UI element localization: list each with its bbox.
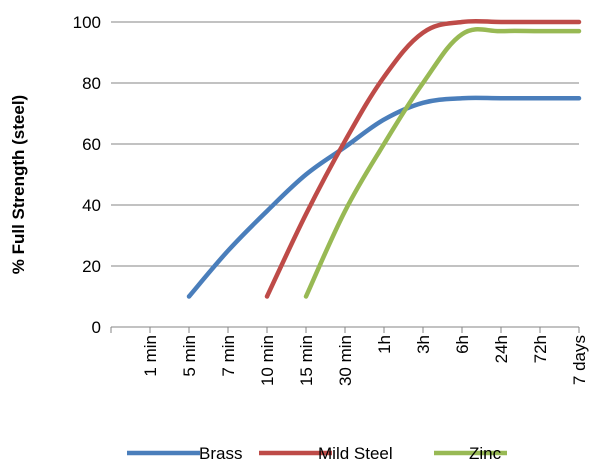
y-axis-ticks: 0 20 40 60 80 100 [73, 13, 101, 337]
x-tick-label: 7 min [219, 335, 238, 377]
legend-label: Brass [199, 444, 242, 463]
series-lines [186, 18, 582, 299]
x-tick-label: 7 days [570, 335, 589, 385]
x-tick-label: 1h [375, 335, 394, 354]
y-tick-label: 20 [82, 257, 101, 276]
x-tick-label: 5 min [180, 335, 199, 377]
x-tick-label: 10 min [258, 335, 277, 386]
legend-label: Zinc [469, 444, 502, 463]
y-tick-label: 100 [73, 13, 101, 32]
y-axis-title: % Full Strength (steel) [9, 95, 28, 274]
series-line-mild-steel [264, 18, 582, 299]
x-tick-label: 6h [453, 335, 472, 354]
x-tick-label: 3h [414, 335, 433, 354]
y-tick-label: 80 [82, 74, 101, 93]
x-tick-label: 15 min [297, 335, 316, 386]
x-tick-label: 1 min [141, 335, 160, 377]
series-line-zinc [303, 27, 582, 299]
y-tick-label: 40 [82, 196, 101, 215]
series-line-brass [186, 95, 582, 299]
x-tick-label: 30 min [336, 335, 355, 386]
y-tick-label: 60 [82, 135, 101, 154]
legend-label: Mild Steel [318, 444, 393, 463]
x-axis: 1 min 5 min 7 min 10 min 15 min 30 min 1h 3h 6h 2… [110, 326, 589, 386]
x-tick-label: 72h [531, 335, 550, 363]
legend: Brass Mild Steel Zinc [127, 444, 507, 463]
y-tick-label: 0 [92, 318, 101, 337]
x-tick-label: 24h [492, 335, 511, 363]
